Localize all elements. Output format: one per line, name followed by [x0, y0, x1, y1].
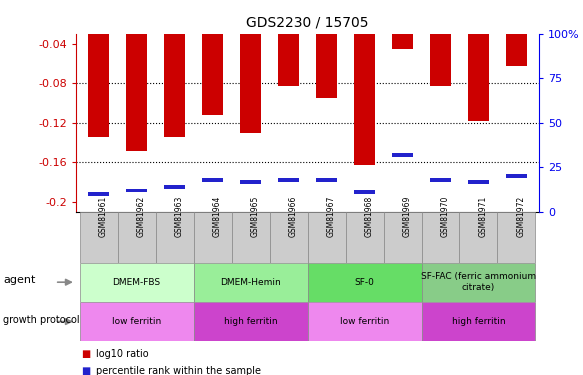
Bar — [354, 34, 375, 165]
Text: agent: agent — [3, 275, 36, 285]
Bar — [156, 212, 194, 262]
Text: GSM81971: GSM81971 — [479, 195, 487, 237]
Bar — [430, 34, 451, 86]
Bar — [468, 180, 489, 184]
Bar — [468, 34, 489, 121]
Text: GSM81969: GSM81969 — [402, 195, 412, 237]
Bar — [278, 178, 299, 182]
Text: GSM81966: GSM81966 — [289, 195, 297, 237]
Text: low ferritin: low ferritin — [112, 317, 161, 326]
Bar — [80, 262, 194, 302]
Bar — [126, 189, 147, 192]
Bar — [308, 262, 422, 302]
Bar — [88, 192, 109, 196]
Bar — [194, 262, 308, 302]
Bar — [459, 212, 497, 262]
Bar — [308, 212, 346, 262]
Text: growth protocol: growth protocol — [3, 315, 79, 325]
Text: GSM81970: GSM81970 — [441, 195, 449, 237]
Text: DMEM-Hemin: DMEM-Hemin — [220, 278, 281, 286]
Bar — [506, 34, 527, 66]
Bar — [430, 178, 451, 182]
Text: log10 ratio: log10 ratio — [96, 349, 149, 359]
Bar — [422, 212, 459, 262]
Text: SF-0: SF-0 — [354, 278, 374, 286]
Bar — [202, 34, 223, 115]
Bar — [316, 178, 337, 182]
Text: GSM81972: GSM81972 — [517, 195, 525, 237]
Bar — [384, 212, 422, 262]
Title: GDS2230 / 15705: GDS2230 / 15705 — [246, 16, 369, 30]
Bar — [422, 302, 535, 341]
Text: percentile rank within the sample: percentile rank within the sample — [96, 366, 261, 375]
Text: ■: ■ — [82, 349, 91, 359]
Text: high ferritin: high ferritin — [452, 317, 505, 326]
Text: GSM81967: GSM81967 — [326, 195, 336, 237]
Text: ■: ■ — [82, 366, 91, 375]
Bar — [422, 262, 535, 302]
Text: DMEM-FBS: DMEM-FBS — [113, 278, 161, 286]
Text: GSM81962: GSM81962 — [136, 195, 146, 237]
Bar — [164, 185, 185, 189]
Bar — [80, 212, 118, 262]
Text: GSM81964: GSM81964 — [213, 195, 222, 237]
Bar — [80, 302, 194, 341]
Bar — [278, 34, 299, 86]
Bar — [240, 180, 261, 184]
Text: GSM81965: GSM81965 — [251, 195, 259, 237]
Bar — [118, 212, 156, 262]
Text: low ferritin: low ferritin — [340, 317, 389, 326]
Bar — [202, 178, 223, 182]
Text: SF-FAC (ferric ammonium
citrate): SF-FAC (ferric ammonium citrate) — [421, 273, 536, 292]
Bar — [392, 153, 413, 157]
Bar — [506, 174, 527, 178]
Bar — [240, 34, 261, 133]
Bar — [126, 34, 147, 150]
Bar — [164, 34, 185, 136]
Bar — [497, 212, 535, 262]
Text: GSM81968: GSM81968 — [364, 195, 374, 237]
Text: GSM81963: GSM81963 — [174, 195, 184, 237]
Bar — [308, 302, 422, 341]
Bar — [194, 302, 308, 341]
Bar — [316, 34, 337, 98]
Bar — [392, 34, 413, 49]
Bar — [194, 212, 231, 262]
Bar — [354, 190, 375, 194]
Bar — [346, 212, 384, 262]
Bar — [269, 212, 308, 262]
Text: GSM81961: GSM81961 — [99, 195, 108, 237]
Text: high ferritin: high ferritin — [224, 317, 278, 326]
Bar — [231, 212, 269, 262]
Bar — [88, 34, 109, 136]
